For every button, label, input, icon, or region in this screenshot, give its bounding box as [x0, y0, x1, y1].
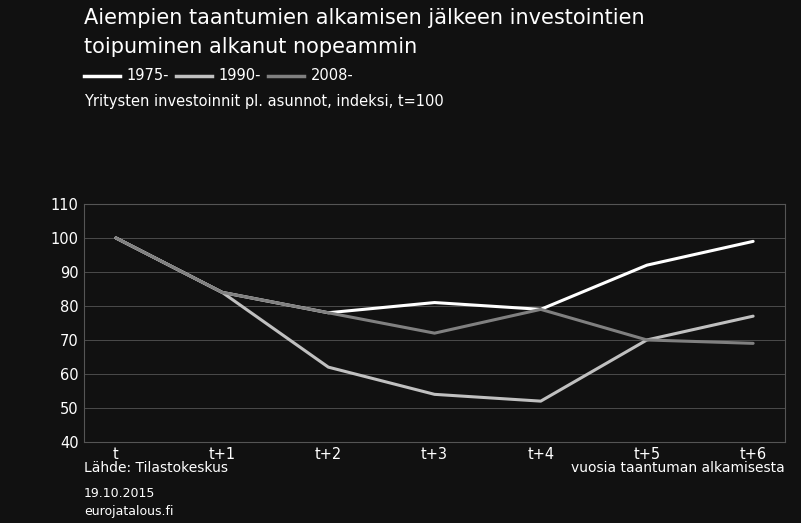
Text: Aiempien taantumien alkamisen jälkeen investointien: Aiempien taantumien alkamisen jälkeen in…: [84, 8, 645, 28]
Text: 1975-: 1975-: [127, 69, 169, 83]
Text: toipuminen alkanut nopeammin: toipuminen alkanut nopeammin: [84, 37, 417, 56]
Text: Yritysten investoinnit pl. asunnot, indeksi, t=100: Yritysten investoinnit pl. asunnot, inde…: [84, 94, 444, 109]
Text: eurojatalous.fi: eurojatalous.fi: [84, 505, 174, 518]
Text: 1990-: 1990-: [219, 69, 261, 83]
Text: Lähde: Tilastokeskus: Lähde: Tilastokeskus: [84, 461, 228, 475]
Text: 2008-: 2008-: [311, 69, 353, 83]
Text: 19.10.2015: 19.10.2015: [84, 487, 155, 501]
Text: vuosia taantuman alkamisesta: vuosia taantuman alkamisesta: [571, 461, 785, 475]
